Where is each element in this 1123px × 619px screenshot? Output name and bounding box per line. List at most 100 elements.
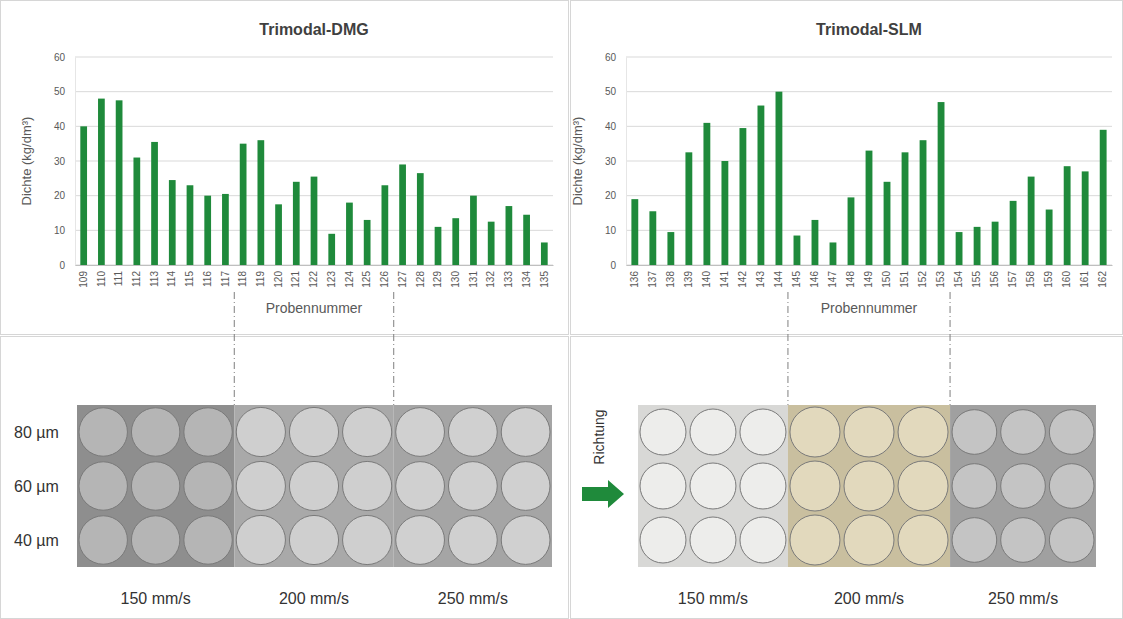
x-tick-label: 120 [273, 271, 284, 288]
y-tick-label: 10 [54, 225, 66, 236]
bar [116, 100, 123, 265]
grid-line [626, 57, 1112, 58]
speed-label: 200 mm/s [834, 590, 904, 607]
y-axis-line [626, 58, 627, 266]
x-tick: 124 [344, 265, 355, 288]
x-tick: 153 [935, 265, 946, 288]
y-tick-label: 20 [605, 190, 617, 201]
bar [757, 106, 764, 265]
sample-photo [501, 462, 550, 511]
y-tick-label: 50 [605, 86, 617, 97]
x-tick-label: 116 [202, 271, 213, 287]
x-tick: 125 [361, 265, 372, 288]
sample-photo [740, 517, 786, 563]
y-tick: 10 [54, 225, 75, 236]
chart: Trimodal-DMG0102030405060109110111112113… [14, 21, 554, 607]
sample-photo [790, 407, 840, 457]
x-tick-label: 141 [719, 271, 730, 288]
y-axis-title: Dichte (kg/dm³) [19, 117, 34, 206]
x-tick: 137 [647, 265, 658, 288]
sample-photo [343, 407, 392, 456]
direction-arrow [582, 480, 624, 508]
y-tick-label: 60 [54, 52, 66, 63]
y-tick-label: 0 [59, 260, 65, 271]
x-tick: 111 [113, 265, 124, 286]
bar [488, 222, 495, 265]
bar [452, 218, 459, 265]
bar [470, 196, 477, 265]
x-tick-label: 162 [1097, 271, 1108, 288]
chart: Trimodal-SLM0102030405060136137138139140… [570, 21, 1113, 607]
x-tick-label: 153 [935, 271, 946, 288]
x-tick: 157 [1007, 265, 1018, 288]
sample-photo [690, 463, 736, 509]
sample-photo [844, 461, 894, 511]
y-tick: 30 [54, 156, 75, 167]
sample-photo [448, 516, 497, 565]
x-tick-label: 131 [468, 271, 479, 288]
x-tick-label: 155 [971, 271, 982, 288]
bar [506, 206, 513, 265]
sample-photo [131, 516, 179, 564]
x-axis-title: Probennummer [821, 300, 918, 316]
bar [776, 92, 783, 265]
sample-photo [640, 409, 686, 455]
sample-photo [448, 462, 497, 511]
y-tick-label: 30 [605, 156, 617, 167]
x-axis: 1361371381391401411421431441451461471481… [627, 265, 1113, 288]
x-tick: 145 [791, 265, 802, 288]
x-tick-label: 158 [1025, 271, 1036, 288]
x-tick: 135 [539, 265, 550, 288]
sample-photo [289, 515, 338, 564]
bar [98, 99, 105, 265]
bar [364, 220, 371, 265]
sample-photo [343, 515, 392, 564]
y-axis-title: Dichte (kg/dm³) [570, 117, 585, 206]
x-tick-label: 140 [701, 271, 712, 288]
speed-label: 250 mm/s [438, 590, 508, 607]
layer-label: 80 µm [14, 424, 59, 441]
x-tick: 146 [809, 265, 820, 288]
x-tick: 149 [863, 265, 874, 288]
speed-label: 200 mm/s [279, 590, 349, 607]
x-tick-label: 109 [78, 271, 89, 288]
photo-block [788, 405, 950, 567]
x-tick: 120 [273, 265, 284, 288]
sample-photo [184, 516, 232, 564]
x-tick-label: 119 [255, 271, 266, 287]
bar [523, 215, 530, 265]
bar [240, 144, 247, 265]
grid-line [75, 161, 553, 162]
x-tick: 138 [665, 265, 676, 288]
x-tick: 133 [503, 265, 514, 288]
bar [721, 161, 728, 265]
y-axis: 0102030405060 [54, 52, 76, 271]
chart-title: Trimodal-DMG [259, 21, 368, 38]
sample-photo [396, 516, 445, 565]
x-tick-label: 115 [184, 271, 195, 287]
photo-block [638, 405, 788, 567]
bar [399, 164, 406, 265]
x-tick-label: 152 [917, 271, 928, 288]
x-tick: 130 [450, 265, 461, 288]
bar [685, 152, 692, 265]
bar [133, 158, 140, 265]
bar [187, 185, 194, 265]
sample-photo [952, 410, 997, 455]
panel-frame [571, 337, 1123, 619]
x-tick: 147 [827, 265, 838, 288]
bar [311, 177, 318, 265]
bar [1010, 201, 1017, 265]
bar [1064, 166, 1071, 265]
bar [151, 142, 158, 265]
x-tick: 156 [989, 265, 1000, 288]
x-tick: 126 [379, 265, 390, 288]
x-tick: 115 [184, 265, 195, 287]
photo-block [77, 405, 234, 567]
x-tick-label: 156 [989, 271, 1000, 288]
x-tick: 136 [629, 265, 640, 288]
x-tick-label: 138 [665, 271, 676, 288]
x-tick: 116 [202, 265, 213, 287]
x-tick-label: 134 [521, 271, 532, 288]
sample-photo [448, 408, 497, 457]
